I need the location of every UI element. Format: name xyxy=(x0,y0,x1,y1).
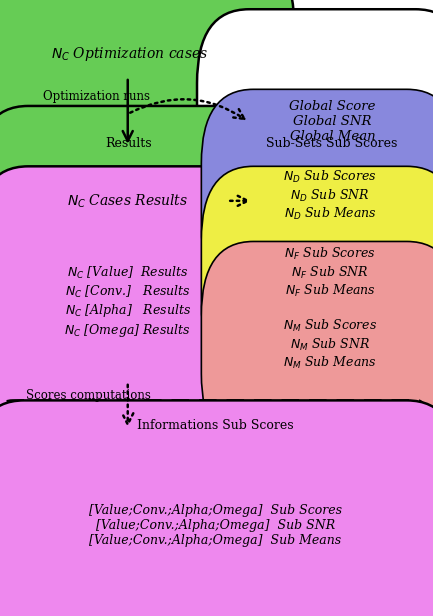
Text: $N_C$ Cases Results: $N_C$ Cases Results xyxy=(67,192,188,209)
Text: [Value;Conv.;Alpha;Omega]  Sub Scores
[Value;Conv.;Alpha;Omega]  Sub SNR
[Value;: [Value;Conv.;Alpha;Omega] Sub Scores [Va… xyxy=(89,504,342,547)
Text: Informations Sub Scores: Informations Sub Scores xyxy=(137,419,294,432)
FancyBboxPatch shape xyxy=(0,106,279,296)
Text: Sub-Sets Sub Scores: Sub-Sets Sub Scores xyxy=(265,137,397,150)
Text: $N_D$ Sub Scores
$N_D$ Sub SNR
$N_D$ Sub Means: $N_D$ Sub Scores $N_D$ Sub SNR $N_D$ Sub… xyxy=(284,169,377,222)
Text: $N_M$ Sub Scores
$N_M$ Sub SNR
$N_M$ Sub Means: $N_M$ Sub Scores $N_M$ Sub SNR $N_M$ Sub… xyxy=(283,318,377,371)
Text: Results: Results xyxy=(105,137,152,150)
FancyArrowPatch shape xyxy=(122,385,133,424)
FancyBboxPatch shape xyxy=(201,89,433,302)
FancyBboxPatch shape xyxy=(201,241,433,448)
Text: $N_F$ Sub Scores
$N_F$ Sub SNR
$N_F$ Sub Means: $N_F$ Sub Scores $N_F$ Sub SNR $N_F$ Sub… xyxy=(284,246,376,299)
FancyBboxPatch shape xyxy=(0,400,433,616)
Text: Global Score
Global SNR
Global Mean: Global Score Global SNR Global Mean xyxy=(289,100,375,143)
Text: Scores computations: Scores computations xyxy=(26,389,151,402)
Text: $N_C$ [Value]  Results
$N_C$ [Conv.]   Results
$N_C$ [Alpha]   Results
$N_C$ [Om: $N_C$ [Value] Results $N_C$ [Conv.] Resu… xyxy=(65,265,191,339)
FancyBboxPatch shape xyxy=(197,9,433,234)
Text: Optimization runs: Optimization runs xyxy=(43,90,150,103)
FancyArrowPatch shape xyxy=(130,99,244,119)
Text: $N_C$ Optimization cases: $N_C$ Optimization cases xyxy=(52,45,208,63)
FancyBboxPatch shape xyxy=(0,166,279,437)
FancyBboxPatch shape xyxy=(201,166,433,379)
FancyBboxPatch shape xyxy=(0,0,294,169)
FancyArrowPatch shape xyxy=(230,196,248,206)
